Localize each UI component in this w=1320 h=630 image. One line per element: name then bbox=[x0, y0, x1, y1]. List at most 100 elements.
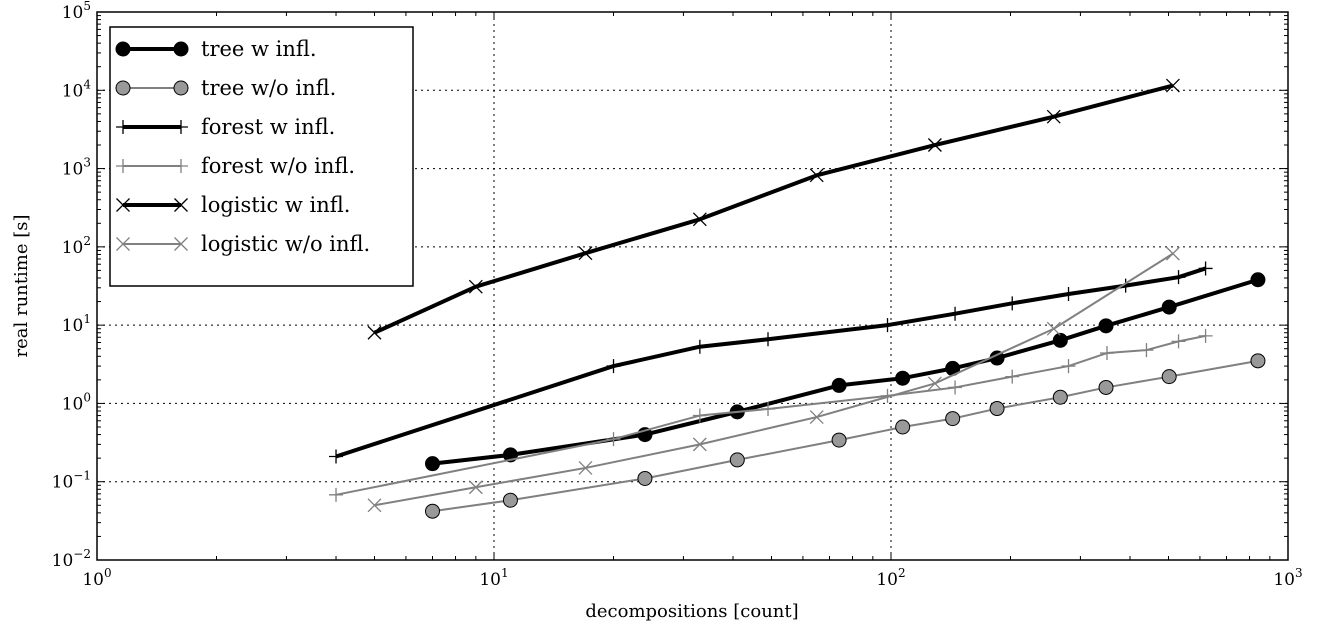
plot-frame bbox=[96, 11, 1289, 561]
data-point bbox=[895, 419, 911, 435]
data-point bbox=[637, 470, 653, 486]
data-point bbox=[1099, 346, 1114, 361]
data-point bbox=[831, 432, 847, 448]
y-tick-label: 102 bbox=[62, 234, 91, 258]
data-point bbox=[1098, 379, 1114, 395]
data-point bbox=[174, 120, 188, 134]
data-point bbox=[1052, 332, 1068, 348]
data-point bbox=[425, 456, 441, 472]
data-point bbox=[1005, 369, 1020, 384]
data-point bbox=[1198, 328, 1213, 343]
data-point bbox=[468, 480, 483, 495]
data-point bbox=[927, 138, 942, 152]
data-point bbox=[1165, 246, 1180, 261]
data-point bbox=[606, 432, 621, 447]
data-point bbox=[809, 168, 824, 183]
data-point bbox=[761, 332, 776, 347]
series-3 bbox=[329, 261, 1213, 464]
data-point bbox=[989, 401, 1005, 417]
legend-entry: forest w infl. bbox=[116, 115, 335, 139]
data-point bbox=[729, 452, 745, 468]
data-point bbox=[115, 80, 131, 96]
data-point bbox=[1198, 261, 1213, 276]
data-point bbox=[1250, 353, 1266, 369]
series-1 bbox=[425, 272, 1266, 472]
data-point bbox=[831, 377, 847, 393]
data-point bbox=[927, 376, 942, 391]
y-tick-label: 103 bbox=[62, 156, 91, 180]
data-point bbox=[173, 80, 189, 96]
data-point bbox=[174, 237, 188, 251]
series-line bbox=[373, 83, 1174, 335]
data-point bbox=[468, 279, 483, 294]
legend: tree w infl. tree w/o infl. forest w infl.… bbox=[109, 26, 414, 287]
legend-label: logistic w infl. bbox=[201, 193, 350, 217]
series-layer bbox=[329, 78, 1266, 519]
data-point bbox=[329, 487, 344, 502]
y-axis-label: real runtime [s] bbox=[11, 215, 32, 358]
data-point bbox=[1005, 296, 1020, 311]
data-point bbox=[502, 492, 518, 508]
y-tick-label: 101 bbox=[62, 312, 91, 336]
x-tick-label: 103 bbox=[1273, 566, 1302, 590]
x-tick-label: 100 bbox=[82, 566, 111, 590]
data-point bbox=[116, 159, 130, 173]
data-point bbox=[1165, 78, 1180, 93]
y-tick-label: 100 bbox=[62, 390, 91, 414]
data-point bbox=[115, 41, 131, 57]
legend-entry: tree w/o infl. bbox=[115, 76, 336, 100]
data-point bbox=[1061, 286, 1076, 301]
data-point bbox=[329, 449, 344, 464]
legend-entry: logistic w/o infl. bbox=[116, 232, 370, 256]
x-tick-label: 101 bbox=[479, 566, 508, 590]
series-6 bbox=[367, 246, 1180, 513]
data-point bbox=[1161, 299, 1177, 315]
x-axis-label: decompositions [count] bbox=[585, 601, 798, 622]
data-point bbox=[174, 159, 188, 173]
series-5 bbox=[367, 78, 1180, 340]
data-point bbox=[761, 401, 776, 416]
data-point bbox=[692, 339, 707, 354]
data-point bbox=[895, 370, 911, 386]
data-point bbox=[948, 306, 963, 321]
legend-box bbox=[109, 26, 414, 287]
series-2 bbox=[425, 353, 1266, 519]
data-point bbox=[425, 503, 441, 519]
y-tick-label: 104 bbox=[62, 77, 92, 101]
data-point bbox=[1250, 272, 1266, 288]
data-point bbox=[1046, 109, 1061, 124]
legend-label: logistic w/o infl. bbox=[201, 232, 370, 256]
series-line bbox=[432, 359, 1259, 513]
data-point bbox=[578, 246, 593, 261]
data-point bbox=[1061, 359, 1076, 374]
data-point bbox=[1139, 343, 1154, 358]
data-point bbox=[1161, 369, 1177, 385]
axis-ticks: 100 101 102 103 10−2 10−1 100 101 102 103 104 105 bbox=[52, 0, 1303, 590]
series-line bbox=[374, 252, 1174, 507]
x-tick-label: 102 bbox=[876, 566, 905, 590]
legend-entry: tree w infl. bbox=[115, 37, 317, 61]
data-point bbox=[367, 498, 382, 513]
data-point bbox=[945, 411, 961, 427]
data-point bbox=[367, 325, 382, 340]
data-point bbox=[116, 237, 130, 251]
data-point bbox=[692, 408, 707, 423]
data-point bbox=[1171, 270, 1186, 285]
data-point bbox=[1052, 389, 1068, 405]
data-point bbox=[606, 359, 621, 374]
legend-label: tree w/o infl. bbox=[201, 76, 336, 100]
series-4 bbox=[329, 328, 1213, 502]
y-tick-label: 10−2 bbox=[52, 547, 91, 571]
data-point bbox=[578, 460, 593, 475]
data-point bbox=[174, 198, 188, 212]
series-line bbox=[432, 277, 1259, 466]
y-tick-label: 105 bbox=[62, 0, 91, 23]
data-point bbox=[692, 212, 707, 227]
legend-label: forest w/o infl. bbox=[201, 154, 355, 178]
data-point bbox=[880, 318, 895, 333]
data-point bbox=[1098, 318, 1114, 334]
legend-label: forest w infl. bbox=[201, 115, 335, 139]
data-point bbox=[173, 41, 189, 57]
data-point bbox=[692, 437, 707, 452]
